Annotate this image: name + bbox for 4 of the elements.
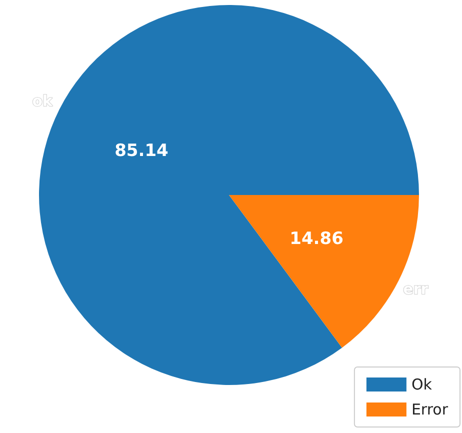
legend-label: Ok [411, 376, 432, 394]
legend-label: Error [411, 400, 449, 418]
data-label: 85.14 [114, 140, 169, 161]
data-label: 14.86 [290, 229, 344, 250]
